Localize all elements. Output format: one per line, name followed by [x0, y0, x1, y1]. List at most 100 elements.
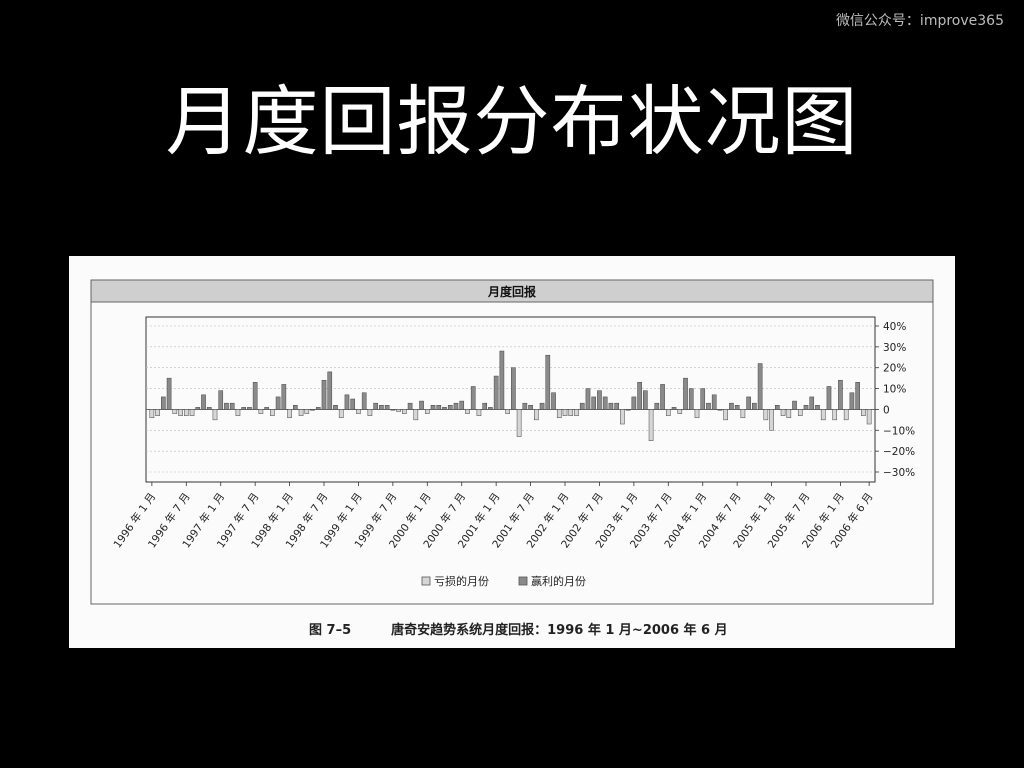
bar-win-month — [706, 402, 711, 410]
grid-layer — [146, 325, 875, 473]
watermark: 微信公众号：improve365 — [835, 13, 1004, 29]
bar-win-month — [700, 388, 706, 410]
bar-loss-month — [763, 409, 769, 421]
bar-win-month — [321, 379, 327, 410]
bar-loss-month — [287, 409, 292, 419]
bar-loss-month — [402, 409, 407, 414]
bar-loss-month — [465, 409, 470, 414]
bar-loss-month — [304, 409, 310, 414]
bar-loss-month — [258, 409, 264, 414]
bar-win-month — [419, 400, 424, 410]
bar-win-month — [390, 409, 396, 411]
y-tick-label: −10% — [883, 425, 915, 437]
bar-loss-month — [723, 409, 728, 421]
legend: 亏损的月份 赢利的月份 — [421, 574, 586, 588]
bar-win-month — [809, 396, 815, 410]
bar-win-month — [453, 402, 459, 410]
bar-win-month — [252, 382, 258, 410]
bar-loss-month — [769, 409, 774, 431]
bar-win-month — [849, 392, 855, 410]
bar-win-month — [729, 402, 734, 410]
bar-win-month — [591, 396, 597, 410]
legend-win-label: 赢利的月份 — [531, 574, 586, 588]
bar-win-month — [459, 400, 465, 410]
y-tick-label: 40% — [883, 321, 906, 333]
legend-win-swatch — [518, 576, 528, 586]
bar-loss-month — [648, 409, 654, 441]
bar-win-month — [637, 382, 642, 410]
bar-win-month — [327, 371, 333, 410]
bar-win-month — [528, 405, 533, 410]
bar-win-month — [654, 402, 660, 410]
bar-win-month — [660, 384, 665, 410]
bar-loss-month — [413, 409, 419, 421]
bar-loss-month — [556, 409, 562, 419]
bar-win-month — [597, 390, 602, 410]
bar-win-month — [815, 405, 820, 410]
bar-win-month — [241, 407, 246, 410]
bar-win-month — [775, 405, 780, 410]
panel-border — [90, 279, 934, 605]
bar-win-month — [551, 392, 556, 410]
bar-win-month — [511, 367, 516, 410]
bar-win-month — [361, 392, 367, 410]
bar-win-month — [602, 396, 608, 410]
bar-win-month — [625, 409, 631, 411]
bar-loss-month — [505, 409, 510, 414]
bar-loss-month — [149, 409, 155, 419]
bar-loss-month — [212, 409, 218, 421]
bar-win-month — [206, 407, 212, 410]
bar-win-month — [344, 394, 350, 410]
bar-win-month — [522, 402, 528, 410]
bar-win-month — [585, 388, 591, 410]
bar-win-month — [430, 405, 436, 410]
caption-text: 唐奇安趋势系统月度回报：1996 年 1 月~2006 年 6 月 — [391, 623, 728, 638]
chart-figure: 月度回报 40% 30% 20% 10% 0 −10% −20% −30% 1996 年 1 … — [69, 256, 955, 648]
bar-loss-month — [476, 409, 482, 416]
bar-loss-month — [516, 409, 522, 437]
bar-win-month — [281, 384, 287, 410]
bar-win-month — [275, 396, 281, 410]
bar-win-month — [229, 402, 235, 410]
bar-win-month — [855, 382, 860, 410]
bar-loss-month — [367, 409, 373, 416]
bar-win-month — [407, 402, 413, 410]
bar-win-month — [442, 407, 447, 410]
bar-loss-month — [270, 409, 275, 416]
bar-win-month — [545, 354, 551, 410]
bar-win-month — [803, 405, 809, 410]
y-axis-ticks: 40% 30% 20% 10% 0 −10% −20% −30% — [875, 321, 915, 479]
bar-win-month — [447, 405, 453, 410]
bar-loss-month — [298, 409, 304, 416]
bar-win-month — [482, 402, 487, 410]
bar-win-month — [826, 386, 832, 410]
bar-win-month — [470, 386, 476, 410]
y-tick-label: 30% — [883, 342, 906, 354]
bar-win-month — [493, 375, 499, 410]
bar-loss-month — [866, 409, 872, 425]
bar-loss-month — [843, 409, 849, 421]
bar-loss-month — [338, 409, 344, 419]
chart-title: 月度回报 — [487, 284, 536, 299]
bar-loss-month — [189, 409, 195, 416]
caption-figure-number: 图 7–5 — [309, 623, 352, 638]
bar-loss-month — [534, 409, 539, 421]
bar-win-month — [734, 405, 740, 410]
bar-win-month — [247, 407, 252, 410]
bar-win-month — [379, 405, 384, 410]
bar-loss-month — [562, 409, 568, 416]
bar-win-month — [643, 390, 648, 410]
slide-title: 月度回报分布状况图 — [165, 77, 859, 166]
bar-win-month — [792, 400, 797, 410]
bar-win-month — [838, 379, 843, 410]
bar-loss-month — [574, 409, 579, 416]
chart-svg: 月度回报 40%30%20%10%0−10%−20%−30% 1996 年 1 … — [90, 279, 934, 605]
bar-win-month — [608, 402, 614, 410]
bar-loss-month — [568, 409, 574, 416]
bar-loss-month — [183, 409, 189, 416]
bar-loss-month — [665, 409, 671, 416]
bar-win-month — [614, 402, 619, 410]
bar-win-month — [293, 405, 298, 410]
bar-loss-month — [861, 409, 866, 416]
bar-win-month — [310, 409, 315, 411]
